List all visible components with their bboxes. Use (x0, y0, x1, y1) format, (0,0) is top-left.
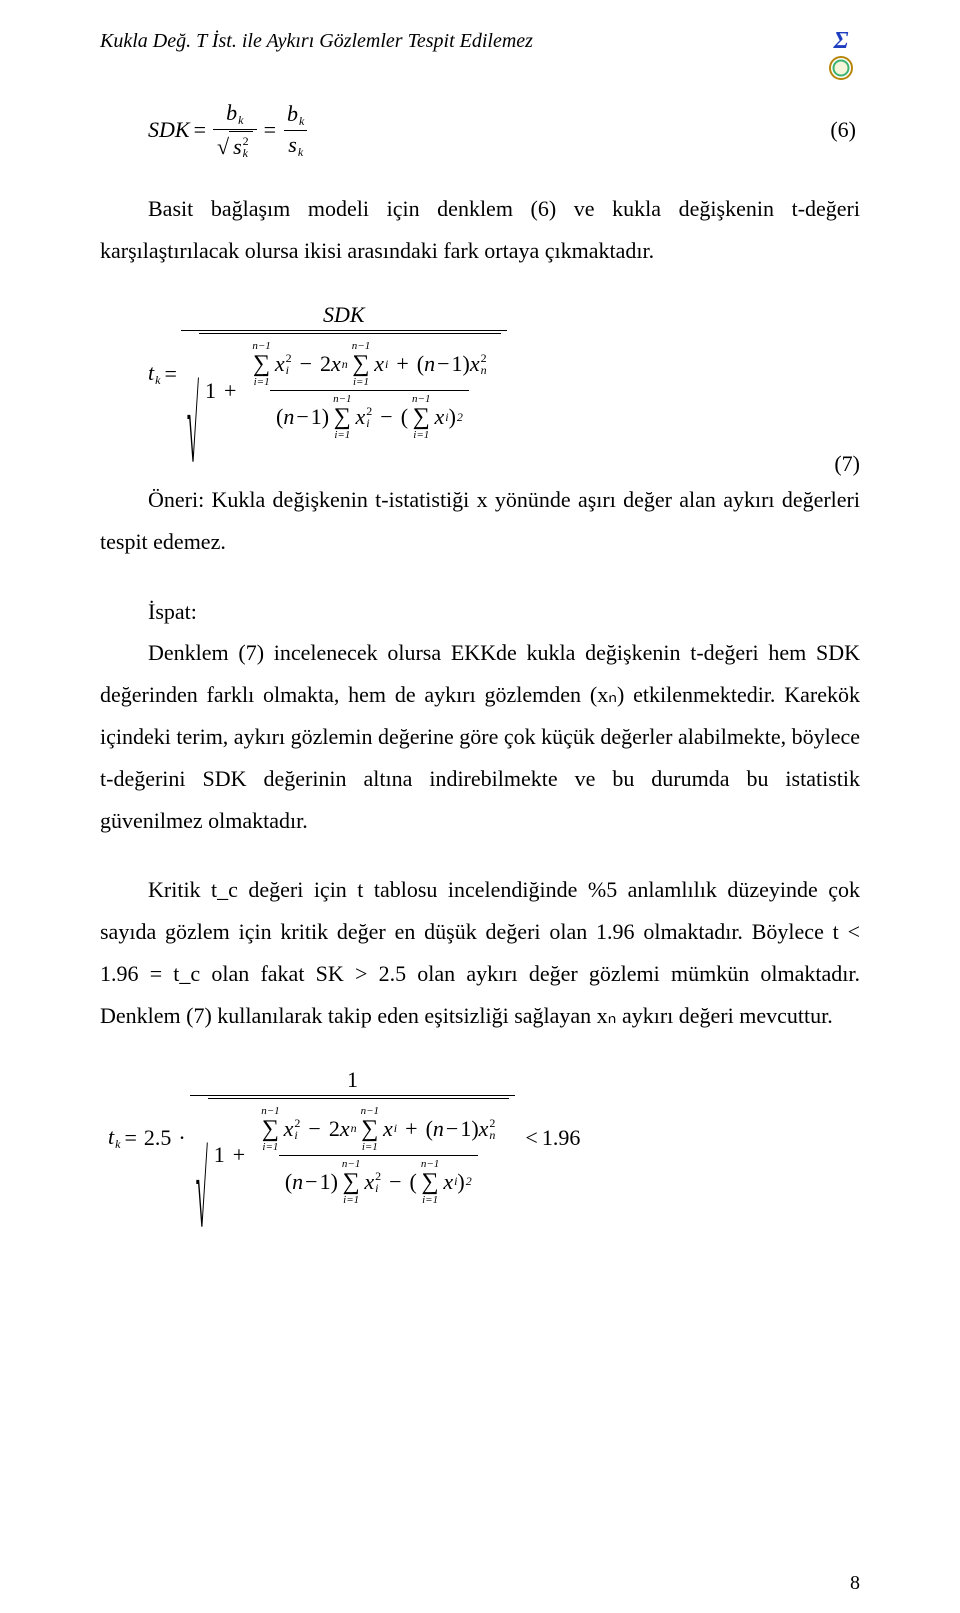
paragraph-2: Öneri: Kukla değişkenin t-istatistiği x … (100, 479, 860, 563)
paragraph-4: Kritik t_c değeri için t tablosu incelen… (100, 869, 860, 1036)
equation-7-number: (7) (100, 451, 860, 477)
paragraph-1: Basit bağlaşım modeli için denklem (6) v… (100, 188, 860, 272)
page-number: 8 (850, 1572, 860, 1595)
journal-badge: Σ (822, 30, 860, 82)
equation-final: tk = 2.5 · 1 √ 1+ n−1∑i=1 x2i (100, 1065, 860, 1212)
running-title: Kukla Değ. T İst. ile Aykırı Gözlemler T… (100, 30, 533, 53)
equation-6-number: (6) (830, 117, 860, 143)
paragraph-3: Denklem (7) incelenecek olursa EKKde kuk… (100, 632, 860, 841)
equation-6: SDK = bk √ s2k = bk sk (6) (100, 100, 860, 160)
equation-7: tk = SDK √ 1+ n−1∑i=1 (100, 300, 860, 447)
ispat-label: İspat: (100, 591, 860, 633)
svg-text:Σ: Σ (833, 30, 849, 54)
